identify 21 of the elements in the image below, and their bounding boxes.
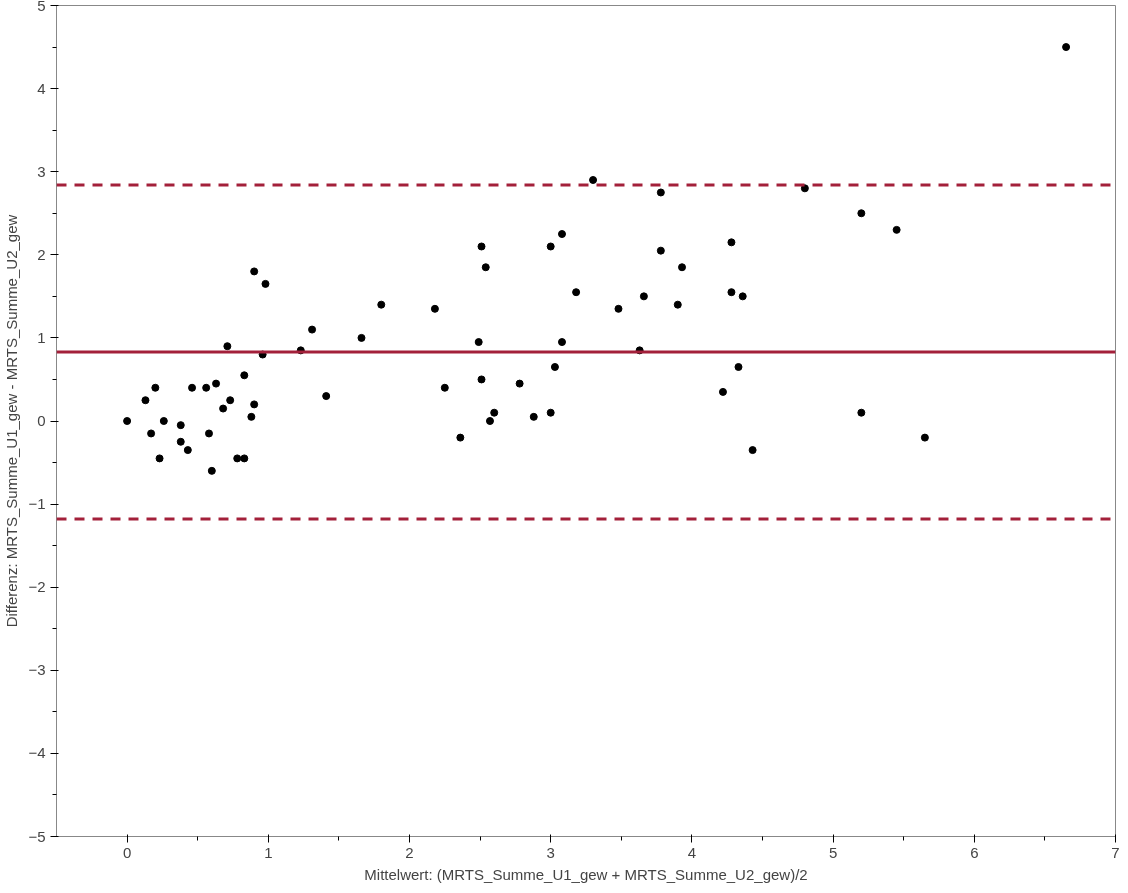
x-tick-label: 5 — [828, 843, 838, 861]
x-tick-label: 2 — [405, 843, 414, 861]
x-tick-label: 4 — [687, 843, 697, 861]
x-axis-title: Mittelwert: (MRTS_Summe_U1_gew + MRTS_Summe_U2_gew)/2 — [364, 865, 808, 883]
y-tick-label: 2 — [37, 245, 46, 263]
x-tick-label: 0 — [122, 843, 132, 861]
x-tick-label: 3 — [546, 843, 555, 861]
x-tick-label: 1 — [264, 843, 273, 861]
y-tick-label: −2 — [28, 578, 46, 596]
y-tick-label: 0 — [37, 412, 46, 429]
x-tick-label: 6 — [970, 843, 979, 861]
y-tick-label: 4 — [37, 79, 46, 97]
y-tick-label: 3 — [37, 162, 46, 180]
y-tick-label: 5 — [37, 0, 46, 14]
x-tick-label: 7 — [1111, 843, 1120, 861]
y-tick-label: −1 — [28, 495, 46, 513]
y-axis-title: Differenz: MRTS_Summe_U1_gew - MRTS_Summe_U2_gew — [3, 214, 21, 628]
y-tick-label: 1 — [37, 328, 46, 346]
y-tick-label: −5 — [28, 827, 46, 845]
y-tick-label: −3 — [28, 661, 46, 679]
y-tick-label: −4 — [28, 744, 46, 762]
